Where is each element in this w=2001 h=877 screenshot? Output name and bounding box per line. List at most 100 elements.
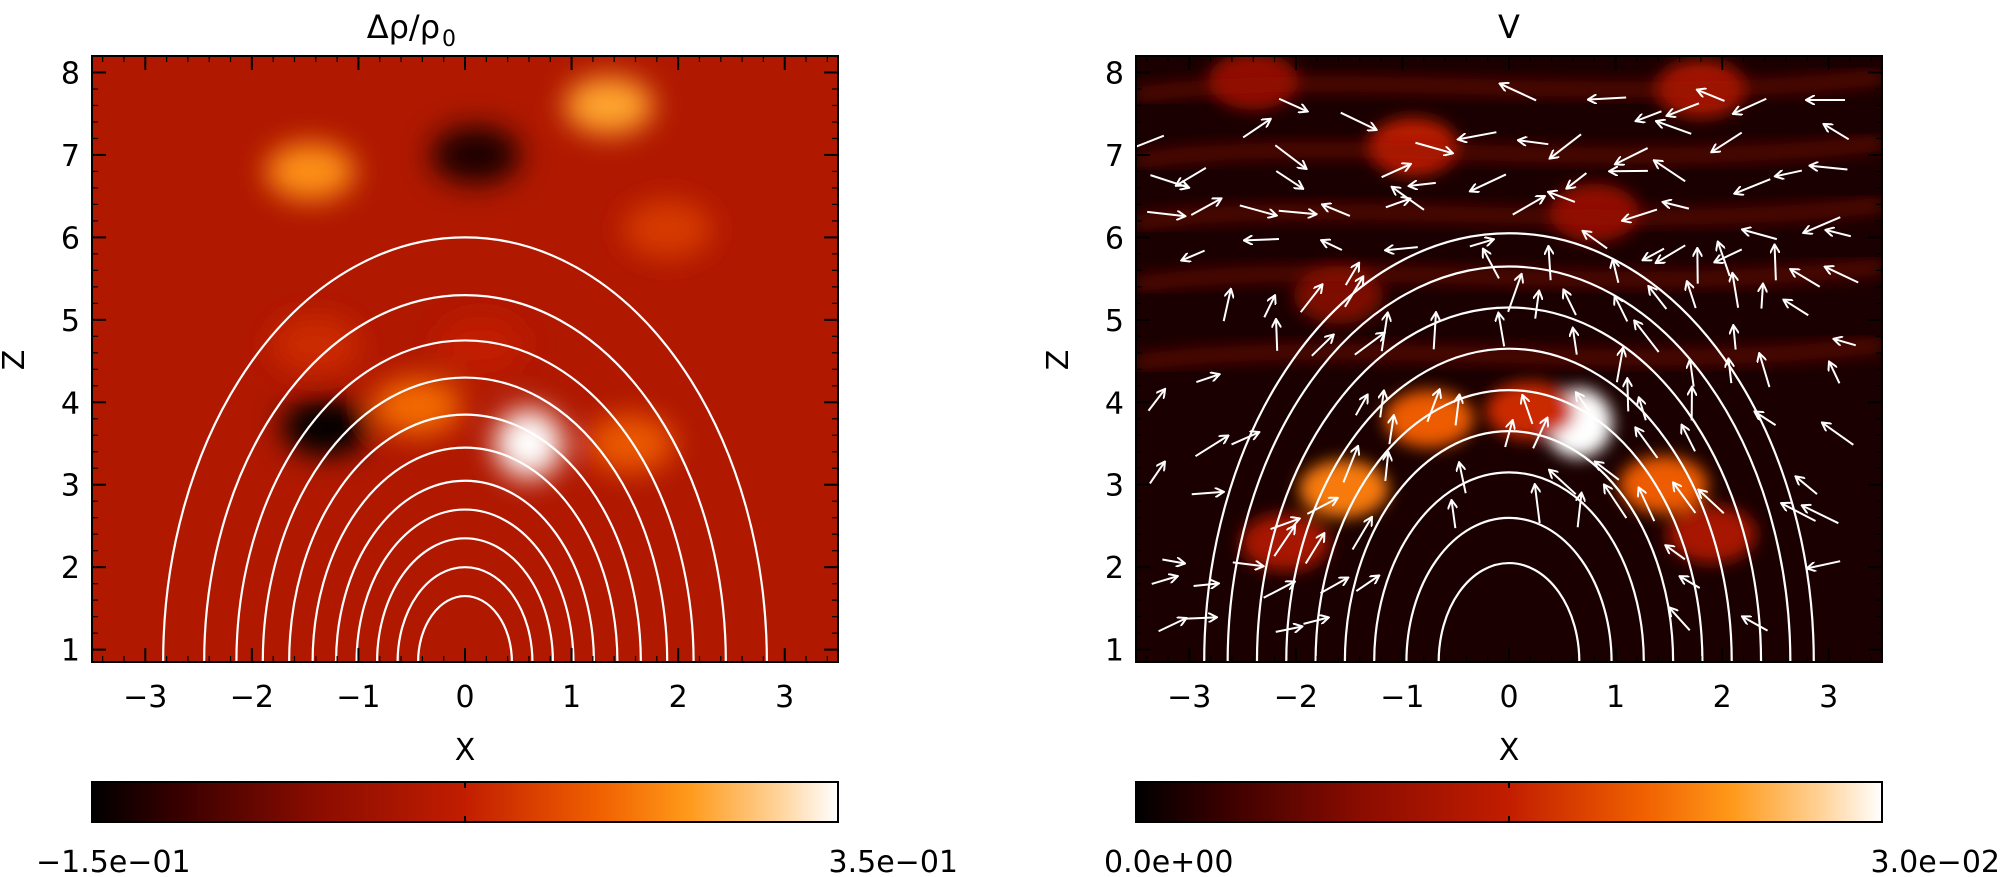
velocity-arrow	[1674, 483, 1697, 514]
y-tick-label: 7	[1105, 139, 1124, 174]
y-tick-label: 8	[61, 56, 80, 91]
velocity-arrow	[1535, 292, 1539, 319]
velocity-arrow	[1698, 90, 1725, 102]
velocity-arrow	[1323, 205, 1351, 217]
velocity-arrow	[1351, 518, 1372, 551]
velocity-arrow	[1803, 506, 1839, 525]
velocity-arrow	[1136, 134, 1165, 151]
velocity-arrow	[1190, 199, 1220, 216]
velocity-arrow	[1456, 395, 1460, 426]
velocity-band	[1136, 258, 1882, 293]
heatmap-blob	[564, 76, 654, 135]
velocity-arrow	[1715, 248, 1743, 262]
x-tick-label: 2	[1713, 680, 1732, 715]
y-tick-label: 3	[1105, 469, 1124, 504]
heatmap-blob	[372, 377, 462, 436]
velocity-arrow	[1275, 170, 1302, 188]
velocity-arrow	[1643, 247, 1665, 260]
velocity-arrow	[1386, 247, 1418, 250]
velocity-arrow	[1826, 267, 1859, 284]
velocity-arrow	[1567, 172, 1588, 188]
velocity-arrow	[1578, 494, 1582, 528]
x-tick-label: −3	[123, 680, 167, 715]
x-tick-label: −3	[1167, 680, 1211, 715]
velocity-arrow	[1760, 354, 1771, 388]
field-line	[334, 479, 596, 662]
y-tick-label: 5	[61, 304, 80, 339]
velocity-arrow	[1639, 488, 1656, 522]
heatmap-blob	[430, 126, 521, 184]
velocity-arrow	[1471, 173, 1507, 191]
velocity-arrow	[1834, 339, 1857, 347]
velocity-arrow	[1796, 477, 1818, 495]
velocity-arrow	[1804, 216, 1841, 232]
velocity-arrow	[1385, 453, 1388, 482]
field-line	[288, 413, 642, 662]
velocity-arrow	[1810, 166, 1848, 170]
velocity-arrow	[1191, 492, 1223, 494]
velocity-arrow	[1278, 97, 1307, 111]
heatmap-blob	[271, 315, 361, 374]
velocity-arrow	[1182, 249, 1206, 261]
velocity-arrow	[1682, 425, 1696, 452]
velocity-arrow	[1791, 270, 1821, 288]
velocity-arrow	[1177, 167, 1207, 185]
velocity-arrow	[1657, 121, 1692, 135]
field-line	[375, 537, 555, 662]
velocity-arrow	[1303, 618, 1327, 625]
colorbar-left	[91, 781, 839, 823]
velocity-arrow	[1504, 421, 1512, 448]
velocity-arrow	[1512, 196, 1544, 216]
velocity-arrow	[1340, 111, 1376, 130]
field-line	[311, 446, 619, 662]
x-tick-label: 1	[562, 680, 581, 715]
velocity-arrow	[1535, 485, 1540, 524]
velocity-arrow	[1306, 498, 1337, 515]
velocity-arrow	[1635, 321, 1660, 353]
velocity-arrow	[1712, 131, 1743, 152]
velocity-arrow	[1245, 239, 1280, 240]
velocity-arrow	[1735, 178, 1771, 193]
velocity-arrow	[1649, 287, 1668, 310]
velocity-arrow	[1459, 463, 1467, 494]
velocity-arrow	[1499, 314, 1506, 347]
velocity-arrow	[1162, 559, 1184, 563]
velocity-arrow	[1342, 447, 1357, 483]
x-axis-label-right: X	[1499, 733, 1520, 768]
field-line	[1437, 561, 1581, 662]
y-tick-label: 4	[1105, 386, 1124, 421]
velocity-arrow	[1222, 290, 1231, 322]
velocity-arrow	[1743, 230, 1778, 241]
velocity-arrow	[1663, 202, 1690, 210]
field-line	[162, 236, 768, 662]
velocity-arrow	[1733, 274, 1740, 308]
velocity-arrow	[1194, 436, 1228, 458]
velocity-arrow	[1319, 578, 1347, 595]
velocity-arrow	[1344, 277, 1363, 308]
velocity-arrow	[1729, 359, 1732, 384]
velocity-arrow	[1147, 212, 1184, 216]
velocity-arrow	[1381, 164, 1410, 179]
velocity-arrow	[1392, 187, 1425, 211]
heatmap-blob	[1240, 513, 1330, 572]
x-tick-label: 0	[455, 680, 474, 715]
velocity-arrow	[1500, 84, 1537, 102]
field-line	[1226, 265, 1792, 662]
field-line	[355, 508, 575, 662]
y-tick-label: 8	[1105, 56, 1124, 91]
velocity-arrow	[1278, 211, 1316, 214]
field-line	[203, 294, 727, 662]
velocity-arrow	[1680, 577, 1701, 589]
velocity-arrow	[1232, 562, 1263, 566]
velocity-arrow	[1636, 428, 1659, 459]
velocity-arrow	[1808, 560, 1841, 568]
velocity-band	[1136, 134, 1882, 169]
velocity-arrow	[1196, 375, 1218, 383]
y-tick-label: 7	[61, 139, 80, 174]
velocity-arrow	[1532, 418, 1547, 449]
velocity-arrow	[1667, 102, 1700, 115]
velocity-arrow	[1380, 391, 1384, 418]
velocity-arrow	[1275, 627, 1302, 632]
colorbar-left-max-label: 3.5e−01	[829, 845, 958, 877]
velocity-arrow	[1583, 231, 1608, 250]
